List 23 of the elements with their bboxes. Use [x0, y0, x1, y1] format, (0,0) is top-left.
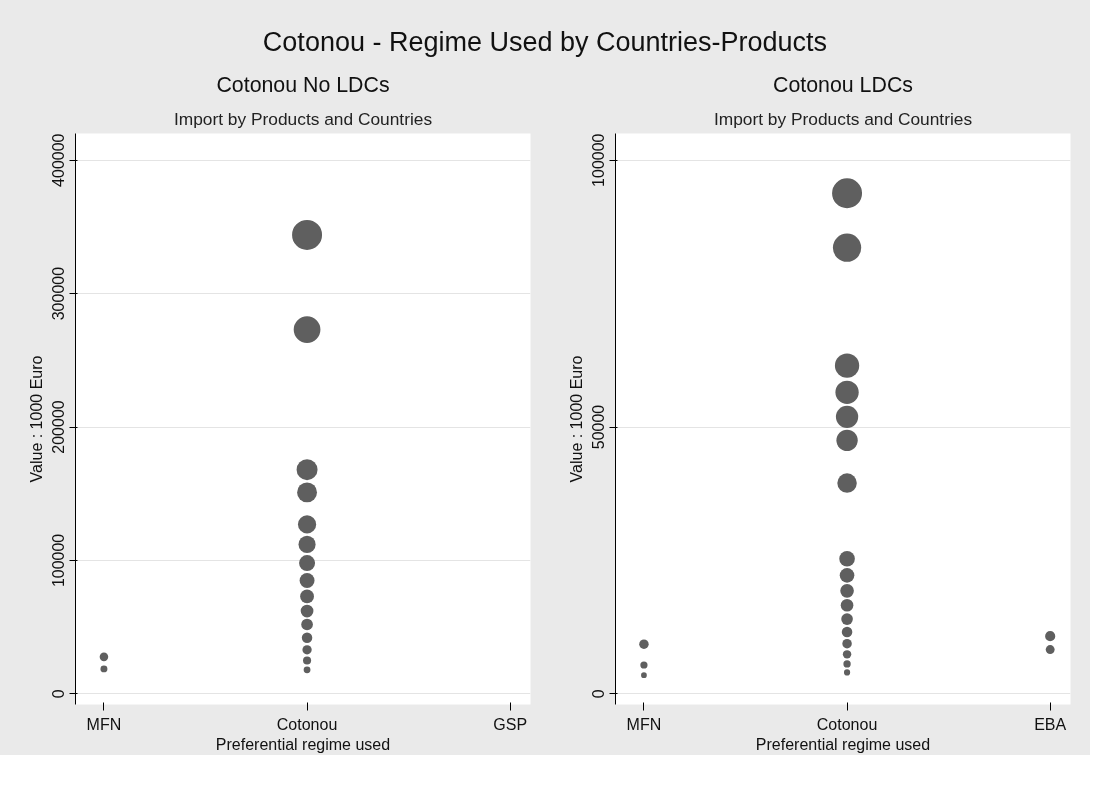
- x-axis-title: Preferential regime used: [215, 735, 391, 753]
- x-tick-label: GSP: [493, 715, 528, 733]
- x-tick-label: MFN: [626, 715, 662, 733]
- x-tick-label: MFN: [86, 715, 122, 733]
- chart-subtitle: Import by Products and Countries: [173, 108, 433, 129]
- y-axis-title: Value : 1000 Euro: [567, 355, 585, 483]
- text: Cotonou - Regime Used by Countries-Products: [262, 26, 828, 59]
- y-tick-label: 400000: [50, 133, 68, 187]
- y-tick-label: 200000: [50, 400, 68, 454]
- x-tick-label: Cotonou: [276, 715, 338, 733]
- y-tick-label: 50000: [590, 404, 608, 450]
- x-axis-title: Preferential regime used: [755, 735, 931, 753]
- x-tick-label: Cotonou: [816, 715, 878, 733]
- y-tick-label: 300000: [50, 266, 68, 321]
- y-tick-label: 100000: [50, 533, 68, 588]
- chart-title: Cotonou LDCs: [773, 72, 913, 97]
- x-tick-label: EBA: [1034, 715, 1067, 733]
- y-axis-title: Value : 1000 Euro: [27, 355, 45, 483]
- chart-subtitle: Import by Products and Countries: [713, 108, 973, 129]
- chart-title: Cotonou No LDCs: [216, 72, 390, 97]
- y-tick-label: 100000: [590, 133, 608, 187]
- y-tick-label: 0: [590, 689, 608, 699]
- y-tick-label: 0: [50, 689, 68, 699]
